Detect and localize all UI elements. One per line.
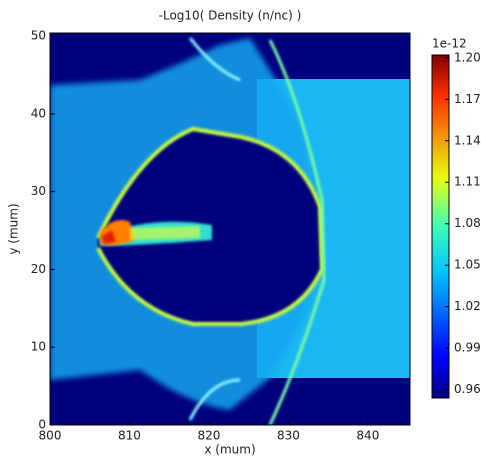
y-tick-label: 30 [31, 184, 46, 198]
colorbar-tick-label: 1.02 [454, 299, 481, 313]
plot-frame [49, 32, 411, 426]
y-axis-label: y (mum) [7, 203, 21, 254]
x-tick-label: 810 [118, 429, 141, 443]
y-tick-label: 20 [31, 262, 46, 276]
colorbar-tick-label: 1.20 [454, 50, 481, 64]
colorbar-tick-label: 0.99 [454, 341, 481, 355]
x-tick-label: 820 [197, 429, 220, 443]
colorbar-tick-label: 1.17 [454, 92, 481, 106]
y-tick-label: 0 [38, 418, 46, 432]
density-field [50, 33, 410, 425]
colorbar [431, 54, 450, 399]
colorbar-offset: 1e-12 [432, 37, 467, 51]
x-tick-label: 840 [356, 429, 379, 443]
y-tick-label: 50 [31, 29, 46, 43]
colorbar-tick-label: 1.08 [454, 216, 481, 230]
y-tick-label: 10 [31, 340, 46, 354]
colorbar-tick-label: 1.05 [454, 258, 481, 272]
x-tick-label: 830 [277, 429, 300, 443]
chart-title: -Log10( Density (n/nc) ) [159, 9, 302, 23]
x-axis-label: x (mum) [204, 443, 255, 457]
colorbar-tick-label: 0.96 [454, 382, 481, 396]
colorbar-tick-label: 1.14 [454, 133, 481, 147]
y-tick-label: 40 [31, 106, 46, 120]
x-tick-label: 800 [39, 429, 62, 443]
colorbar-tick-label: 1.11 [454, 175, 481, 189]
